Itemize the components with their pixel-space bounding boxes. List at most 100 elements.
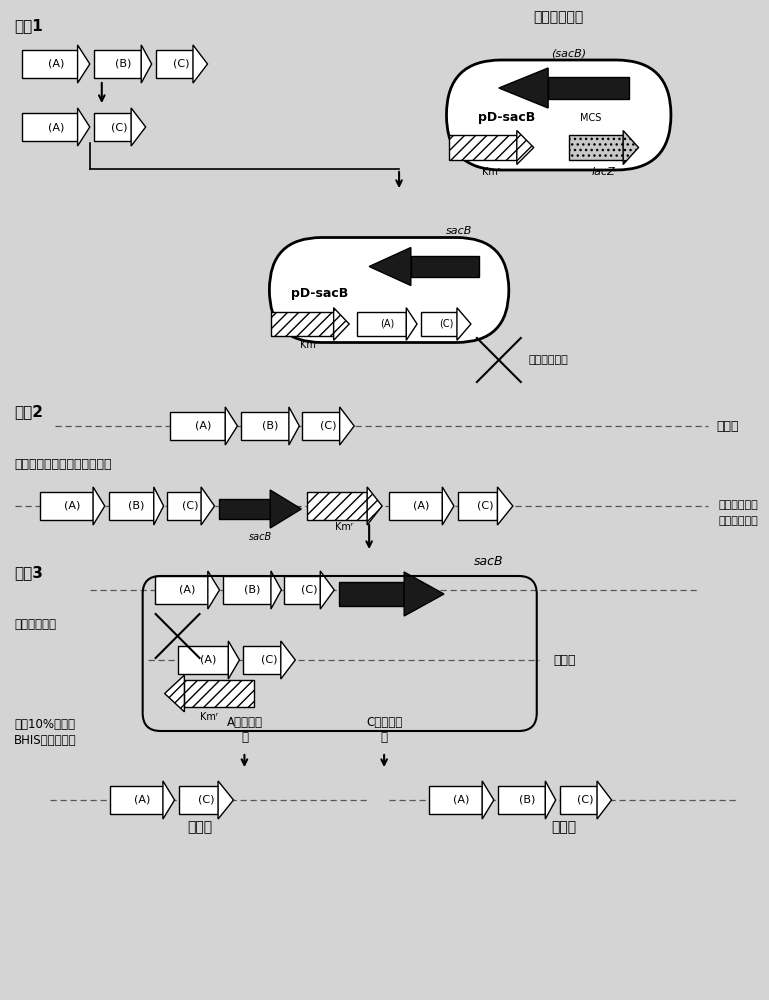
Polygon shape (193, 45, 208, 83)
Polygon shape (163, 781, 175, 819)
Polygon shape (185, 680, 255, 707)
Text: 步骤2: 步骤2 (14, 404, 43, 419)
Polygon shape (482, 781, 494, 819)
Text: sacB: sacB (446, 226, 472, 235)
Polygon shape (560, 786, 597, 814)
Text: 野生型: 野生型 (551, 820, 576, 834)
Polygon shape (271, 571, 281, 609)
FancyBboxPatch shape (269, 237, 509, 342)
Text: Kmʳ: Kmʳ (335, 522, 354, 532)
Polygon shape (499, 68, 548, 108)
Text: (C): (C) (198, 795, 215, 805)
Polygon shape (340, 407, 355, 445)
Polygon shape (406, 308, 417, 340)
Text: (A): (A) (413, 501, 430, 511)
Polygon shape (244, 646, 281, 674)
Text: 基因组: 基因组 (554, 654, 576, 666)
Text: 组: 组 (381, 731, 388, 744)
Polygon shape (93, 487, 105, 525)
Polygon shape (225, 407, 238, 445)
Text: (C): (C) (477, 501, 494, 511)
Polygon shape (22, 50, 78, 78)
Polygon shape (108, 492, 154, 520)
Polygon shape (597, 781, 611, 819)
Polygon shape (219, 499, 270, 519)
Polygon shape (94, 50, 141, 78)
Text: (A): (A) (48, 122, 64, 132)
Polygon shape (218, 781, 234, 819)
Polygon shape (369, 247, 411, 286)
Text: Kmʳ: Kmʳ (201, 712, 218, 722)
Polygon shape (241, 412, 289, 440)
Text: (sacB): (sacB) (551, 48, 586, 58)
Polygon shape (339, 582, 404, 606)
Polygon shape (320, 571, 335, 609)
Text: (A): (A) (48, 59, 64, 69)
Polygon shape (569, 135, 623, 160)
Text: 组: 组 (241, 731, 248, 744)
Text: (C): (C) (182, 501, 199, 511)
Polygon shape (271, 312, 334, 336)
Text: 在含10%蔗糖的: 在含10%蔗糖的 (14, 718, 75, 731)
Polygon shape (302, 412, 340, 440)
Polygon shape (411, 256, 479, 277)
Text: sacB: sacB (249, 532, 272, 542)
Text: 蔗糖致死基因: 蔗糖致死基因 (534, 10, 584, 24)
Text: (C): (C) (112, 122, 128, 132)
Text: (B): (B) (115, 59, 131, 69)
Text: 筛选具有卡那霉素抗性的菌落: 筛选具有卡那霉素抗性的菌落 (14, 458, 112, 471)
Polygon shape (270, 490, 301, 528)
Polygon shape (141, 45, 151, 83)
Polygon shape (429, 786, 482, 814)
Polygon shape (94, 113, 131, 141)
Polygon shape (165, 675, 185, 712)
Text: (C): (C) (578, 795, 594, 805)
Polygon shape (40, 492, 93, 520)
Text: sacB: sacB (474, 555, 504, 568)
Polygon shape (545, 781, 556, 819)
Text: (B): (B) (518, 795, 535, 805)
Polygon shape (498, 487, 513, 525)
Text: BHIS平板上筛选: BHIS平板上筛选 (14, 734, 77, 747)
Text: 交换的基因组: 交换的基因组 (718, 516, 758, 526)
Polygon shape (357, 312, 406, 336)
Polygon shape (22, 113, 78, 141)
Polygon shape (224, 576, 271, 604)
Polygon shape (458, 492, 498, 520)
Polygon shape (442, 487, 454, 525)
Polygon shape (548, 77, 628, 99)
Text: lacZ: lacZ (591, 167, 615, 177)
Polygon shape (389, 492, 442, 520)
Polygon shape (285, 576, 320, 604)
Polygon shape (178, 646, 228, 674)
Polygon shape (170, 412, 225, 440)
Polygon shape (201, 487, 215, 525)
Text: C区发生重: C区发生重 (366, 716, 402, 729)
Polygon shape (289, 407, 299, 445)
Text: 基因组: 基因组 (717, 420, 739, 432)
Polygon shape (178, 786, 218, 814)
Text: (C): (C) (261, 655, 278, 665)
Text: 第二次单交换: 第二次单交换 (14, 618, 56, 632)
Polygon shape (78, 45, 90, 83)
Text: (C): (C) (439, 319, 453, 329)
Text: (A): (A) (380, 319, 394, 329)
Text: (B): (B) (128, 501, 145, 511)
Text: 步骤1: 步骤1 (14, 18, 43, 33)
Polygon shape (367, 487, 382, 525)
Polygon shape (457, 308, 471, 340)
Text: pD-sacB: pD-sacB (291, 286, 348, 300)
Polygon shape (167, 492, 201, 520)
Polygon shape (449, 135, 517, 160)
Text: A区发生重: A区发生重 (226, 716, 262, 729)
Polygon shape (421, 312, 457, 336)
Text: 第一次单交换: 第一次单交换 (529, 355, 568, 365)
Polygon shape (308, 492, 367, 520)
Text: (A): (A) (179, 585, 195, 595)
Polygon shape (155, 576, 208, 604)
FancyBboxPatch shape (447, 60, 671, 170)
Polygon shape (228, 641, 239, 679)
Polygon shape (154, 487, 164, 525)
Text: pD-sacB: pD-sacB (478, 110, 535, 123)
Polygon shape (208, 571, 219, 609)
